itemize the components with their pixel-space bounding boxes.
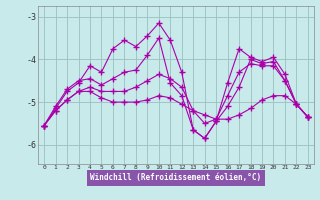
X-axis label: Windchill (Refroidissement éolien,°C): Windchill (Refroidissement éolien,°C) (91, 173, 261, 182)
